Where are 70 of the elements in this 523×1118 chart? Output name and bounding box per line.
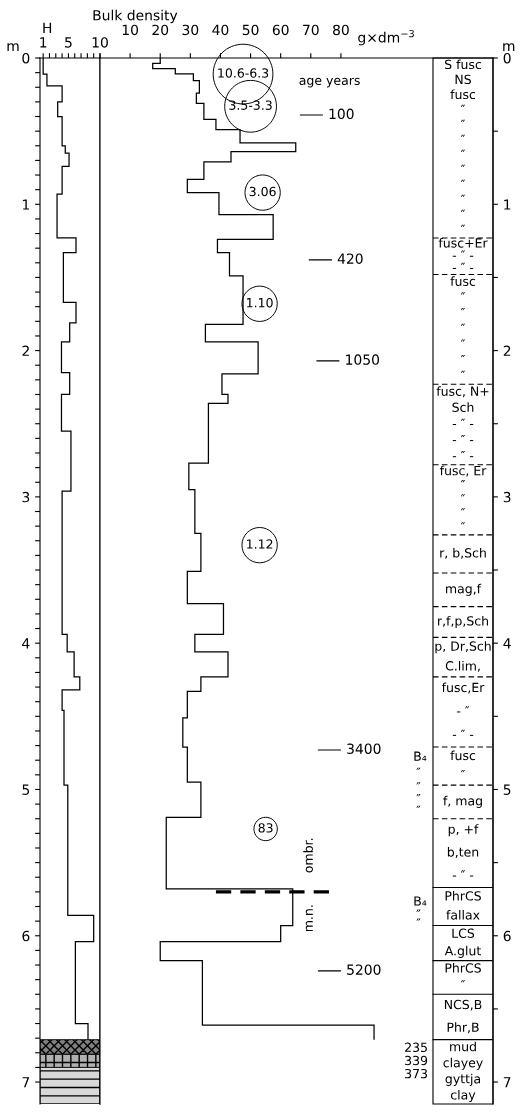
annotation: age years [299,77,360,88]
annotation: ″ [416,805,421,809]
annotation: ″ [416,909,421,912]
y-tick-label: 7 [22,1077,30,1088]
y-tick-label: 4 [22,638,30,649]
annotation: 235 [405,1042,427,1053]
y-tick-label: 2 [503,345,511,356]
x-tick-label: 10 [122,24,139,36]
annotation: ″ [416,767,421,770]
annotation: mud clayey gyttja clay [443,1041,483,1102]
annotation: mag,f [446,583,482,596]
annotation: r, b,Sch [440,547,486,559]
annotation: 5200 [347,964,381,975]
annotation: 373 [405,1068,428,1079]
y-tick-label: 1 [504,199,511,210]
annotation: 3400 [347,743,381,754]
y-tick-label: 4 [503,638,511,649]
y-axis-title: m [503,43,515,51]
annotation: p, +f b,ten - ″ - [447,824,479,877]
annotation: B₄ [414,751,427,761]
annotation: ombr. [303,838,313,873]
annotation: LCS A.glut [444,928,481,958]
x-tick-label: 1 [40,37,47,48]
x-tick-label: 60 [272,24,289,36]
annotation: PhrCS fallax [445,890,481,920]
annotation: 420 [337,253,363,264]
annotation: 339 [405,1055,428,1066]
annotation: fusc, Er ″ ″ ″ ″ [439,465,487,525]
annotation: r,f,p,Sch [438,615,488,629]
annotation: ″ [416,918,421,921]
annotation: 10.6-6.3 [218,68,269,78]
annotation: 100 [329,108,354,120]
y-tick-label: 6 [22,930,30,942]
x-tick-label: 20 [152,24,169,36]
annotation: ″ [416,782,421,785]
y-tick-label: 7 [503,1077,511,1088]
annotation: 1050 [346,354,380,365]
y-tick-label: 5 [503,784,511,795]
x-tick-label: 10 [92,37,108,48]
annotation: fusc ″ [450,750,476,773]
annotation: 3.5-3.3 [229,100,272,110]
y-tick-label: 0 [22,52,30,64]
annotation: fusc ″ ″ ″ ″ ″ ″ [450,276,476,374]
annotation: ″ [416,794,421,797]
x-tick-label: 50 [242,24,259,36]
text: S fusc NS fusc ″ ″ ″ ″ ″ ″ ″ ″ ″ [445,59,482,228]
annotation: 1.10 [247,297,273,308]
x-axis-title: H [43,22,52,33]
x-tick-label: 5 [65,37,72,48]
y-tick-label: 1 [22,199,29,210]
x-axis-title: g×dm$^{−3}$ [358,29,414,46]
x-tick-label: 40 [212,24,229,36]
annotation: PhrCS ″ [445,963,481,983]
x-tick-label: 70 [303,24,319,36]
annotation: 83 [258,823,273,833]
x-tick-label: 80 [333,24,349,36]
annotation: 3.06 [249,186,276,197]
y-tick-label: 2 [22,345,29,356]
x-tick-label: 30 [182,24,199,36]
y-tick-label: 3 [22,491,30,503]
annotation: f, mag [443,795,482,808]
y-tick-label: 5 [22,784,30,795]
annotation: 1.12 [247,539,273,549]
chart-title: Bulk density [93,9,178,24]
y-tick-label: 3 [503,491,511,503]
y-tick-label: 6 [503,930,511,942]
y-tick-label: 0 [503,52,511,64]
y-axis-title: m [7,43,19,51]
annotation: B₄ [414,896,427,906]
annotation: m.n. [305,905,313,932]
